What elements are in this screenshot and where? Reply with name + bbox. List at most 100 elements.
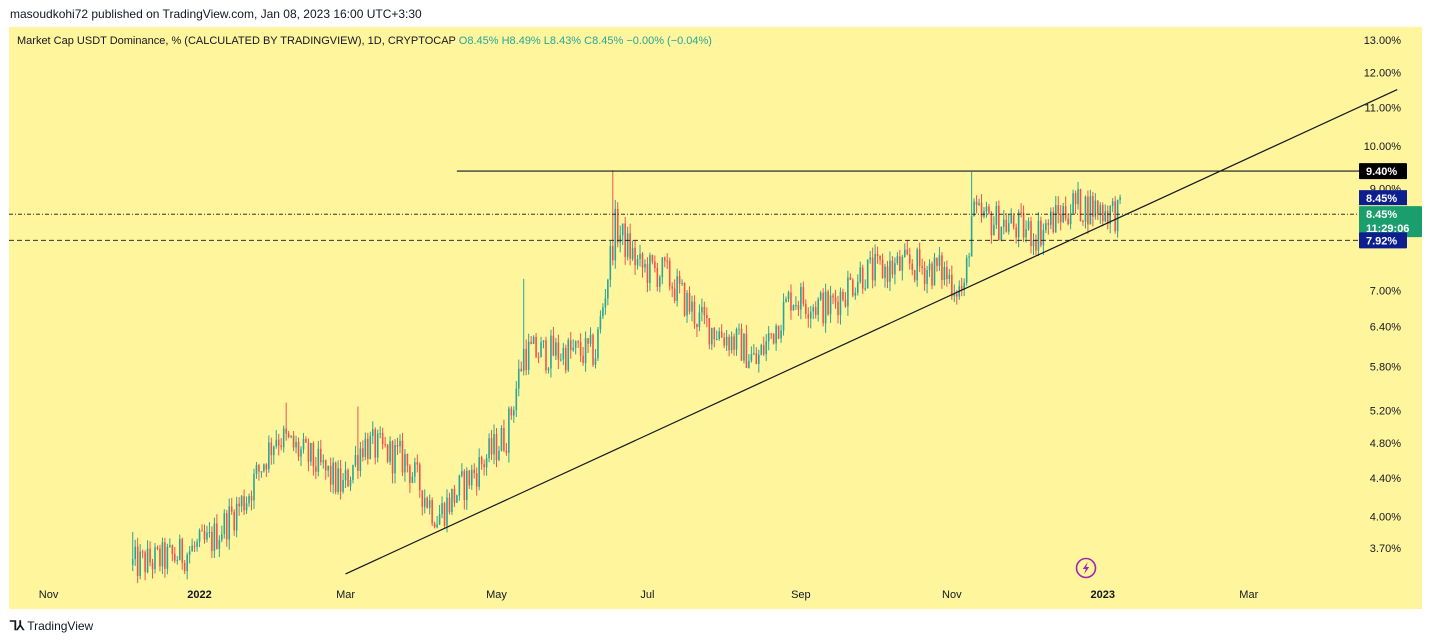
candle [931, 261, 933, 290]
candle [260, 471, 263, 478]
candle [616, 202, 619, 248]
candle [639, 244, 641, 267]
candle [715, 330, 718, 341]
candle [416, 454, 419, 473]
candle [1089, 189, 1092, 225]
x-tick-label: Mar [336, 589, 355, 601]
price-axis[interactable]: 13.00%12.00%11.00%10.00%9.00%7.00%6.40%5… [1364, 35, 1402, 555]
candle [901, 254, 904, 281]
candle [547, 367, 550, 374]
ascending-trendline[interactable] [345, 89, 1398, 575]
candle [391, 440, 394, 484]
candle [376, 429, 379, 463]
candle [263, 463, 265, 473]
candle [656, 262, 659, 292]
time-axis[interactable]: Nov 2022 Mar May Jul Sep Nov 2023 Mar [39, 589, 1259, 601]
chart-pane[interactable]: 13.00% 12.00% 11.00% 10.00% 9.00% 7.00% 6.40% 5… [9, 27, 1422, 609]
candle [1074, 190, 1077, 214]
candle [508, 406, 510, 463]
footer-branding[interactable]: ⅂⅄ TradingView [10, 618, 93, 634]
candle [441, 496, 443, 519]
candle [871, 247, 874, 289]
candle [646, 257, 649, 293]
candle [1027, 217, 1030, 231]
candle [654, 255, 656, 273]
candle [607, 278, 609, 306]
candle [975, 195, 978, 214]
candle [864, 279, 867, 291]
candle [785, 296, 787, 303]
candle [327, 465, 330, 478]
candle [564, 344, 567, 374]
candle [250, 490, 253, 511]
x-tick-label: 2022 [187, 589, 211, 601]
candle [787, 290, 790, 303]
candle [423, 489, 426, 514]
candle [225, 510, 228, 547]
candle [686, 290, 688, 323]
candle [322, 454, 325, 469]
candle [800, 282, 802, 320]
candle [386, 444, 389, 464]
candle [876, 246, 879, 264]
y-tick-label: 13.00% [1364, 35, 1402, 47]
candle [906, 240, 909, 256]
candle [710, 327, 713, 350]
candle [730, 331, 733, 354]
candle [218, 535, 221, 557]
candle [676, 268, 678, 307]
candle [208, 522, 211, 538]
candle [396, 437, 399, 455]
price-tags-group: 9.40% 8.45% 8.45% 11:29:067.92% [1359, 163, 1422, 249]
candle [701, 298, 703, 322]
candle [960, 277, 963, 297]
legend-title: Market Cap USDT Dominance, % (CALCULATED… [17, 35, 456, 47]
candle [847, 270, 849, 316]
candle [312, 441, 315, 476]
candle [938, 246, 941, 271]
candle [777, 325, 780, 340]
candle [1002, 210, 1005, 235]
x-tick-label: Sep [791, 589, 811, 601]
candle [733, 333, 735, 356]
candle [451, 488, 453, 515]
candle [668, 257, 671, 291]
candle [421, 490, 424, 516]
x-tick-label: Nov [942, 589, 962, 601]
chart-canvas[interactable]: 13.00%12.00%11.00%10.00%9.00%7.00%6.40%5… [9, 27, 1422, 609]
candle [411, 472, 414, 484]
lightning-icon[interactable] [1075, 557, 1097, 579]
candle [683, 282, 686, 317]
candle [552, 326, 555, 357]
candle [946, 260, 948, 287]
candle [401, 432, 404, 477]
candle [399, 434, 401, 454]
candle [473, 463, 476, 479]
candle [681, 279, 683, 287]
candle [1000, 226, 1003, 242]
candle [357, 406, 359, 479]
candle [550, 329, 552, 378]
candle [364, 432, 367, 461]
candle [755, 347, 758, 365]
candle [139, 544, 141, 580]
candle [827, 289, 829, 316]
candle [963, 278, 965, 296]
candle [609, 241, 612, 288]
candle [671, 282, 673, 298]
symbol-legend[interactable]: Market Cap USDT Dominance, % (CALCULATED… [17, 35, 712, 47]
candle [317, 440, 320, 477]
candle [720, 324, 723, 338]
candle [181, 537, 184, 570]
candle [275, 429, 278, 449]
candle [1017, 209, 1020, 248]
candle [829, 285, 832, 323]
candle [775, 323, 777, 351]
candle [599, 310, 602, 334]
x-tick-label: Mar [1239, 589, 1258, 601]
candle [426, 496, 429, 509]
candle [1109, 205, 1111, 234]
candle [738, 323, 740, 335]
candle [1020, 203, 1022, 218]
candle [837, 295, 839, 324]
